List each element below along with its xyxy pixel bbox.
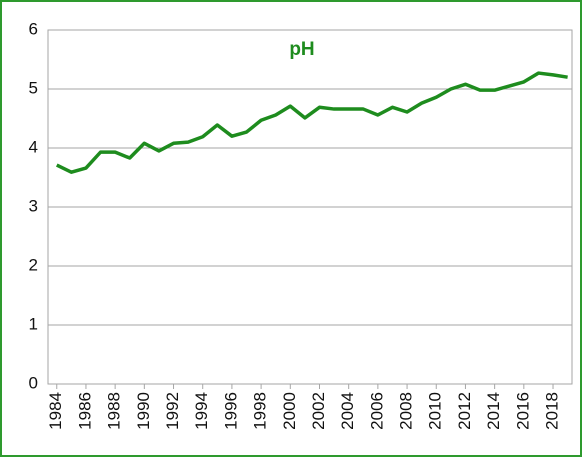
x-tick-label: 2010: [426, 392, 445, 430]
y-tick-label: 1: [29, 314, 38, 333]
x-tick-label: 2006: [367, 392, 386, 430]
y-tick-label: 2: [29, 255, 38, 274]
y-tick-label: 0: [29, 373, 38, 392]
x-tick-label: 2008: [397, 392, 416, 430]
x-tick-label: 2004: [338, 392, 357, 430]
x-tick-label: 1996: [221, 392, 240, 430]
x-tick-label: 1986: [75, 392, 94, 430]
y-tick-label: 4: [29, 137, 38, 156]
x-tick-label: 1994: [192, 392, 211, 430]
y-tick-label: 3: [29, 196, 38, 215]
x-tick-label: 1992: [163, 392, 182, 430]
x-tick-label: 1988: [105, 392, 124, 430]
x-tick-label: 1998: [251, 392, 270, 430]
y-tick-label: 5: [29, 78, 38, 97]
x-tick-label: 1990: [134, 392, 153, 430]
x-tick-label: 2012: [455, 392, 474, 430]
x-tick-label: 2000: [280, 392, 299, 430]
x-tick-label: 1984: [46, 392, 65, 430]
chart-title: pH: [289, 39, 314, 60]
x-tick-label: 2016: [513, 392, 532, 430]
y-tick-label: 6: [29, 19, 38, 38]
x-tick-label: 2014: [484, 392, 503, 430]
x-tick-label: 2002: [309, 392, 328, 430]
x-tick-label: 2018: [543, 392, 562, 430]
data-line: [55, 71, 568, 174]
